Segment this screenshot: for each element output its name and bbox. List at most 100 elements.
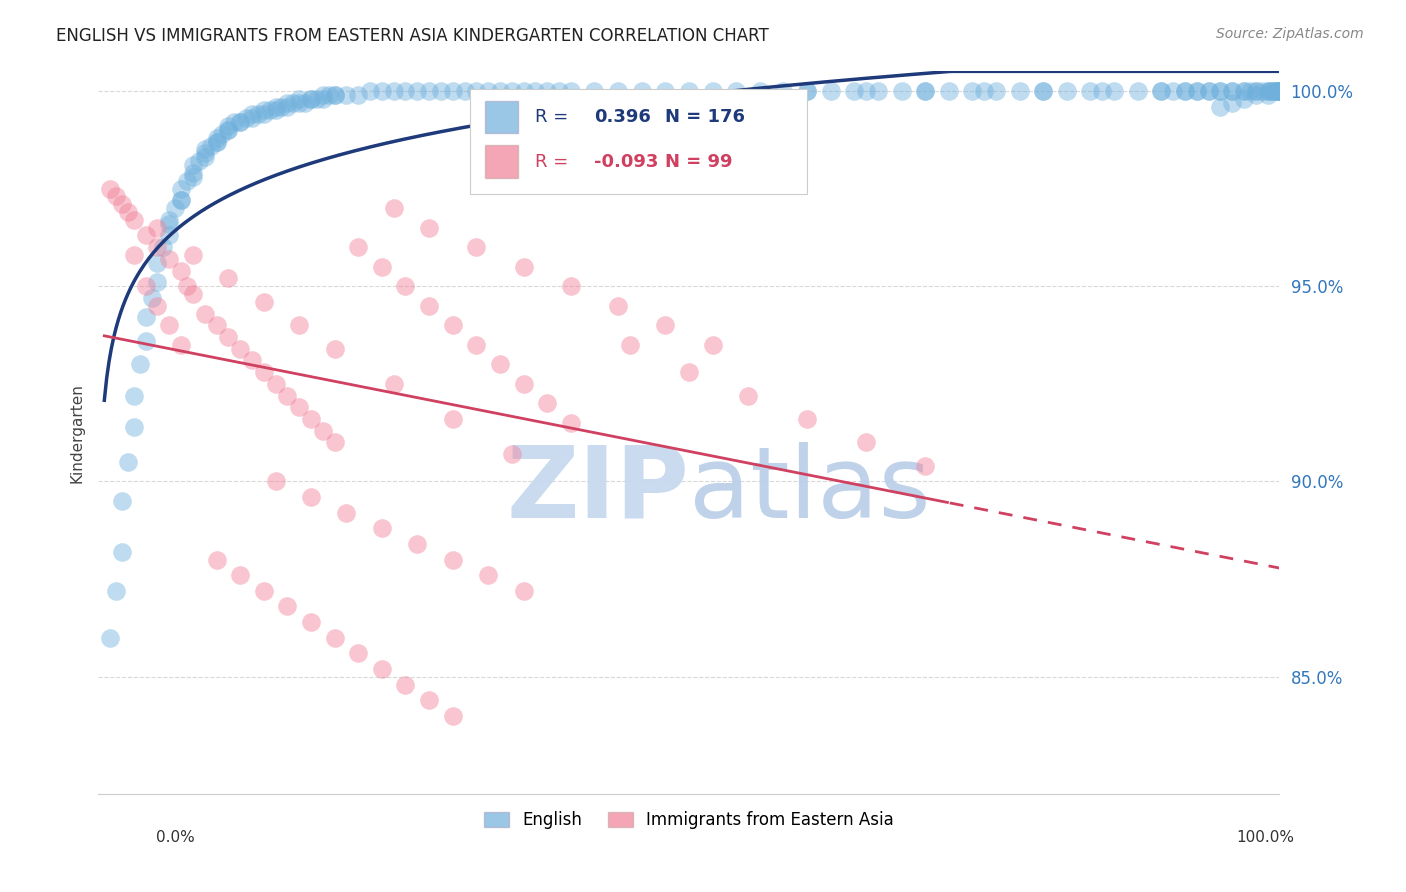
Point — [122, 419, 145, 434]
Point — [347, 87, 370, 102]
Point — [146, 240, 169, 254]
Point — [276, 99, 298, 113]
Point — [418, 220, 440, 235]
Point — [1056, 84, 1078, 98]
Point — [371, 521, 394, 535]
Point — [157, 252, 180, 266]
Y-axis label: Kindergarten: Kindergarten — [69, 383, 84, 483]
Point — [772, 84, 794, 98]
Point — [299, 490, 322, 504]
Point — [441, 552, 464, 566]
Text: N = 176: N = 176 — [665, 108, 745, 126]
Point — [371, 662, 394, 676]
Point — [312, 424, 335, 438]
Text: 0.0%: 0.0% — [156, 830, 195, 845]
Point — [205, 130, 228, 145]
Point — [1263, 84, 1285, 98]
Point — [217, 330, 239, 344]
Point — [748, 84, 770, 98]
Point — [702, 84, 724, 98]
Point — [276, 599, 298, 614]
Point — [276, 95, 298, 110]
Point — [217, 271, 239, 285]
Text: ENGLISH VS IMMIGRANTS FROM EASTERN ASIA KINDERGARTEN CORRELATION CHART: ENGLISH VS IMMIGRANTS FROM EASTERN ASIA … — [56, 27, 769, 45]
Point — [240, 112, 263, 126]
Point — [253, 103, 276, 118]
Point — [737, 388, 759, 402]
Point — [619, 337, 641, 351]
Point — [359, 84, 381, 98]
Point — [205, 318, 228, 333]
Point — [382, 201, 405, 215]
Point — [246, 107, 269, 121]
Point — [1220, 84, 1243, 98]
Point — [973, 84, 995, 98]
Point — [984, 84, 1007, 98]
Point — [441, 84, 464, 98]
Point — [441, 318, 464, 333]
Point — [347, 240, 370, 254]
Point — [105, 583, 128, 598]
Point — [1209, 99, 1232, 113]
Point — [630, 84, 652, 98]
Point — [146, 220, 169, 235]
Point — [1267, 84, 1289, 98]
Point — [205, 135, 228, 149]
Point — [441, 412, 464, 426]
Legend: English, Immigrants from Eastern Asia: English, Immigrants from Eastern Asia — [478, 805, 900, 836]
Text: 0.396: 0.396 — [595, 108, 651, 126]
Point — [914, 84, 936, 98]
Point — [1032, 84, 1054, 98]
Point — [1257, 84, 1279, 98]
Text: R =: R = — [536, 108, 575, 126]
Text: Source: ZipAtlas.com: Source: ZipAtlas.com — [1216, 27, 1364, 41]
Text: N = 99: N = 99 — [665, 153, 733, 170]
Point — [1268, 84, 1291, 98]
Point — [194, 143, 217, 157]
Point — [1220, 95, 1243, 110]
Point — [122, 388, 145, 402]
Point — [128, 357, 150, 371]
Point — [117, 205, 139, 219]
Bar — [485, 101, 517, 133]
Point — [165, 201, 187, 215]
Point — [844, 84, 866, 98]
Point — [270, 99, 292, 113]
Point — [170, 193, 193, 207]
Point — [117, 455, 139, 469]
Point — [105, 189, 128, 203]
Point — [135, 228, 157, 243]
Point — [176, 174, 198, 188]
Point — [224, 115, 246, 129]
Point — [1265, 84, 1288, 98]
Point — [536, 396, 558, 410]
Point — [1150, 84, 1173, 98]
Point — [418, 299, 440, 313]
Point — [512, 260, 534, 274]
Point — [1198, 84, 1220, 98]
Point — [914, 84, 936, 98]
Point — [548, 84, 571, 98]
Point — [962, 84, 984, 98]
Point — [253, 365, 276, 379]
Point — [536, 84, 558, 98]
Point — [890, 84, 912, 98]
Point — [299, 92, 322, 106]
Point — [135, 334, 157, 348]
Point — [264, 99, 287, 113]
Point — [98, 181, 121, 195]
Point — [217, 123, 239, 137]
Point — [205, 552, 228, 566]
Point — [394, 279, 416, 293]
Point — [323, 87, 346, 102]
Point — [288, 92, 311, 106]
Point — [725, 84, 748, 98]
Point — [524, 84, 547, 98]
Point — [1264, 84, 1286, 98]
Text: R =: R = — [536, 153, 575, 170]
Point — [914, 458, 936, 473]
Point — [323, 435, 346, 450]
Point — [176, 279, 198, 293]
Point — [335, 87, 357, 102]
Point — [1198, 84, 1220, 98]
